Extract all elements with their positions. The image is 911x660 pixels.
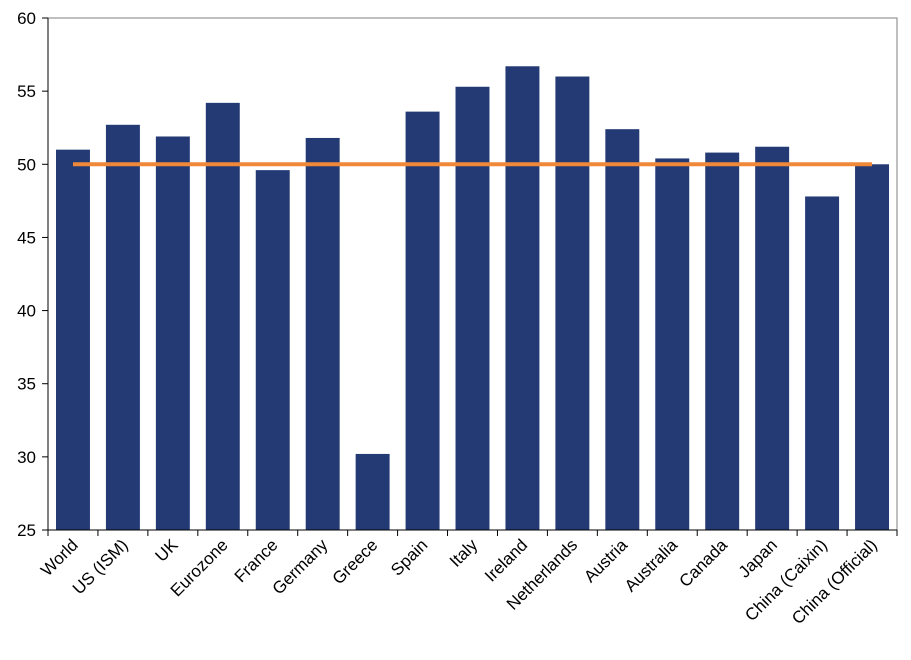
y-tick-label-3: 40: [17, 302, 36, 321]
bar-4: [255, 170, 290, 530]
bar-16: [855, 164, 890, 531]
x-tick-label-5: Germany: [269, 535, 332, 598]
y-tick-label-1: 30: [17, 448, 36, 467]
y-tick-label-2: 35: [17, 375, 36, 394]
y-axis: 25 30 35 40 45 50 55 60: [17, 9, 49, 540]
bar-8: [455, 86, 490, 530]
bar-2: [155, 136, 190, 531]
bar-10: [555, 76, 590, 530]
bar-15: [805, 196, 840, 530]
bar-3: [205, 102, 240, 530]
bar-13: [705, 152, 740, 530]
bar-6: [355, 453, 390, 530]
y-tick-label-0: 25: [17, 521, 36, 540]
y-tick-label-6: 55: [17, 82, 36, 101]
x-tick-label-16: China (Official): [788, 535, 881, 628]
x-tick-label-1: US (ISM): [69, 535, 132, 598]
x-tick-label-12: Australia: [621, 535, 682, 596]
y-tick-label-7: 60: [17, 9, 36, 28]
bar-1: [105, 124, 140, 530]
bar-14: [755, 146, 790, 531]
y-tick-label-5: 50: [17, 155, 36, 174]
bar-12: [655, 158, 690, 530]
bars: [55, 66, 890, 531]
bar-7: [405, 111, 440, 531]
y-tick-label-4: 45: [17, 228, 36, 247]
x-tick-label-2: UK: [152, 535, 183, 566]
bar-9: [505, 66, 540, 531]
x-tick-label-6: Greece: [329, 535, 382, 588]
bar-5: [305, 137, 340, 530]
x-tick-label-14: Japan: [735, 535, 781, 581]
x-tick-label-7: Spain: [387, 535, 431, 579]
x-tick-label-0: World: [37, 535, 82, 580]
bar-0: [55, 149, 90, 530]
bar-11: [605, 129, 640, 530]
x-tick-label-13: Canada: [675, 535, 731, 591]
x-tick-label-8: Italy: [446, 535, 482, 571]
